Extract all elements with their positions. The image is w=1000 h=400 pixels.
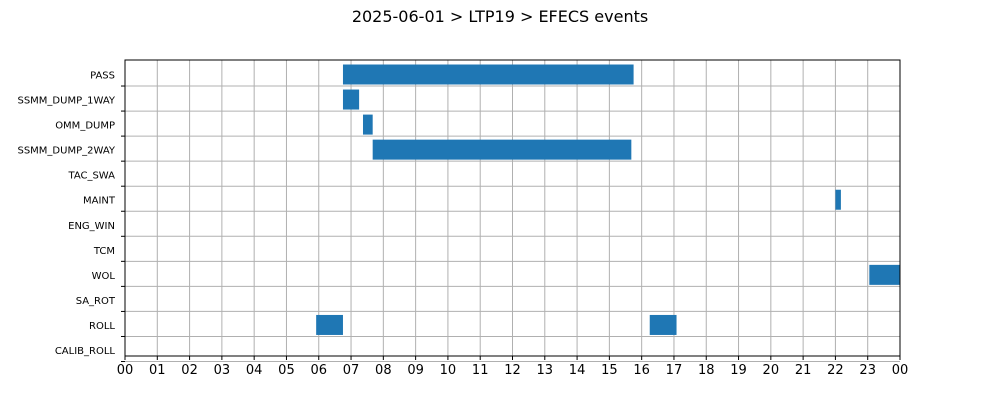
y-tick-label: SSMM_DUMP_1WAY <box>17 96 115 107</box>
y-tick-label: TCM <box>93 246 115 257</box>
x-tick-label: 00 <box>892 363 909 378</box>
x-tick-label: 08 <box>375 363 392 378</box>
y-tick-label: MAINT <box>83 196 116 207</box>
y-tick-label: ROLL <box>89 321 115 332</box>
event-bar-ssmm-dump-1way <box>342 89 360 110</box>
y-tick-label: CALIB_ROLL <box>55 346 116 357</box>
x-tick-label: 10 <box>440 363 457 378</box>
x-tick-label: 18 <box>698 363 715 378</box>
x-tick-label: 09 <box>407 363 424 378</box>
x-tick-label: 12 <box>504 363 521 378</box>
x-tick-label: 01 <box>149 363 166 378</box>
x-tick-label: 02 <box>181 363 198 378</box>
x-tick-label: 21 <box>795 363 812 378</box>
event-bar-pass <box>342 64 634 85</box>
event-bars <box>316 64 900 335</box>
y-tick-label: SSMM_DUMP_2WAY <box>17 146 115 157</box>
x-tick-label: 00 <box>117 363 134 378</box>
x-tick-label: 03 <box>214 363 231 378</box>
y-tick-label: ENG_WIN <box>68 221 115 232</box>
x-tick-label: 17 <box>666 363 683 378</box>
x-tick-label: 23 <box>859 363 876 378</box>
x-tick-label: 11 <box>472 363 489 378</box>
y-tick-label: SA_ROT <box>76 296 116 307</box>
event-bar-omm-dump <box>362 114 373 135</box>
event-bar-maint <box>835 189 841 210</box>
x-tick-label: 16 <box>633 363 650 378</box>
x-tick-label: 07 <box>343 363 360 378</box>
x-tick-label: 20 <box>763 363 780 378</box>
y-axis: PASS SSMM_DUMP_1WAY OMM_DUMP SSMM_DUMP_2WAY… <box>17 71 125 363</box>
x-tick-label: 15 <box>601 363 618 378</box>
chart-title: 2025-06-01 > LTP19 > EFECS events <box>352 7 648 26</box>
x-tick-label: 04 <box>246 363 263 378</box>
x-axis: 00 01 02 03 04 05 06 07 08 09 10 11 12 13 14 15 16 17 18 19… <box>117 356 909 378</box>
x-tick-label: 22 <box>827 363 844 378</box>
y-tick-label: TAC_SWA <box>67 171 115 182</box>
x-tick-label: 06 <box>310 363 327 378</box>
event-bar-roll <box>316 314 343 335</box>
event-bar-roll <box>649 314 677 335</box>
y-tick-label: OMM_DUMP <box>55 121 115 132</box>
event-bar-ssmm-dump-2way <box>372 139 632 160</box>
event-bar-wol <box>869 264 900 285</box>
x-tick-label: 19 <box>730 363 747 378</box>
grid-lines <box>124 60 901 363</box>
x-tick-label: 05 <box>278 363 295 378</box>
x-tick-label: 13 <box>537 363 554 378</box>
y-tick-label: WOL <box>92 271 116 282</box>
y-tick-label: PASS <box>90 71 115 82</box>
x-tick-label: 14 <box>569 363 586 378</box>
